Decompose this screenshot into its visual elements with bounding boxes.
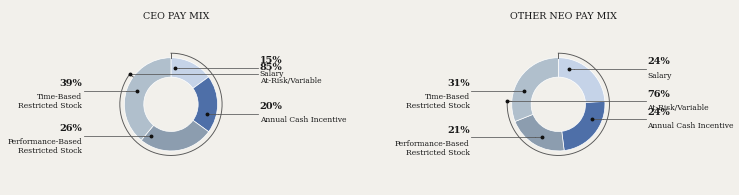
Text: 26%: 26% bbox=[60, 124, 82, 133]
Wedge shape bbox=[511, 58, 559, 121]
Text: Time-Based
Restricted Stock: Time-Based Restricted Stock bbox=[18, 93, 82, 110]
Text: 24%: 24% bbox=[647, 58, 670, 66]
Wedge shape bbox=[515, 114, 564, 151]
Text: 20%: 20% bbox=[259, 102, 282, 111]
Wedge shape bbox=[559, 58, 605, 103]
Text: Salary: Salary bbox=[647, 72, 672, 80]
Text: 15%: 15% bbox=[259, 56, 282, 65]
Text: 39%: 39% bbox=[60, 79, 82, 88]
Title: CEO PAY MIX: CEO PAY MIX bbox=[143, 12, 209, 21]
Title: OTHER NEO PAY MIX: OTHER NEO PAY MIX bbox=[510, 12, 616, 21]
Text: 21%: 21% bbox=[447, 126, 470, 135]
Text: 76%: 76% bbox=[647, 90, 670, 98]
Text: Annual Cash Incentive: Annual Cash Incentive bbox=[647, 122, 734, 130]
Wedge shape bbox=[562, 101, 605, 151]
Text: Time-Based
Restricted Stock: Time-Based Restricted Stock bbox=[406, 93, 470, 110]
Text: Salary: Salary bbox=[259, 70, 284, 78]
Text: 24%: 24% bbox=[647, 108, 670, 117]
Text: Annual Cash Incentive: Annual Cash Incentive bbox=[259, 116, 346, 124]
Text: 85%: 85% bbox=[259, 63, 282, 72]
Wedge shape bbox=[193, 77, 217, 132]
Text: Performance-Based
Restricted Stock: Performance-Based Restricted Stock bbox=[7, 138, 82, 155]
Wedge shape bbox=[171, 58, 208, 88]
Text: At-Risk/Variable: At-Risk/Variable bbox=[647, 104, 709, 112]
Wedge shape bbox=[124, 58, 171, 140]
Wedge shape bbox=[141, 120, 208, 151]
Text: At-Risk/Variable: At-Risk/Variable bbox=[259, 77, 321, 85]
Text: Performance-Based
Restricted Stock: Performance-Based Restricted Stock bbox=[395, 140, 470, 157]
Text: 31%: 31% bbox=[447, 79, 470, 88]
